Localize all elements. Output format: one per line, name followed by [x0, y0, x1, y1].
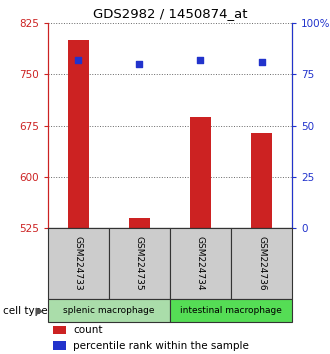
Text: intestinal macrophage: intestinal macrophage	[180, 306, 282, 315]
Bar	[53, 326, 66, 334]
Bar	[109, 228, 170, 299]
Bar	[48, 228, 109, 299]
Bar	[190, 117, 211, 228]
Bar	[170, 299, 292, 322]
Text: percentile rank within the sample: percentile rank within the sample	[74, 341, 249, 350]
Bar	[68, 40, 89, 228]
Title: GDS2982 / 1450874_at: GDS2982 / 1450874_at	[93, 7, 247, 21]
Bar	[53, 341, 66, 350]
Text: ▶: ▶	[36, 306, 43, 316]
Bar	[48, 299, 170, 322]
Text: GSM224733: GSM224733	[74, 236, 83, 291]
Text: GSM224736: GSM224736	[257, 236, 266, 291]
Point	[137, 61, 142, 67]
Point	[198, 57, 203, 63]
Text: GSM224734: GSM224734	[196, 236, 205, 291]
Text: count: count	[74, 325, 103, 335]
Bar	[129, 218, 150, 228]
Bar	[170, 228, 231, 299]
Text: cell type: cell type	[3, 306, 48, 316]
Bar	[231, 228, 292, 299]
Bar	[251, 132, 272, 228]
Text: splenic macrophage: splenic macrophage	[63, 306, 155, 315]
Point	[259, 59, 264, 65]
Point	[76, 57, 81, 63]
Text: GSM224735: GSM224735	[135, 236, 144, 291]
